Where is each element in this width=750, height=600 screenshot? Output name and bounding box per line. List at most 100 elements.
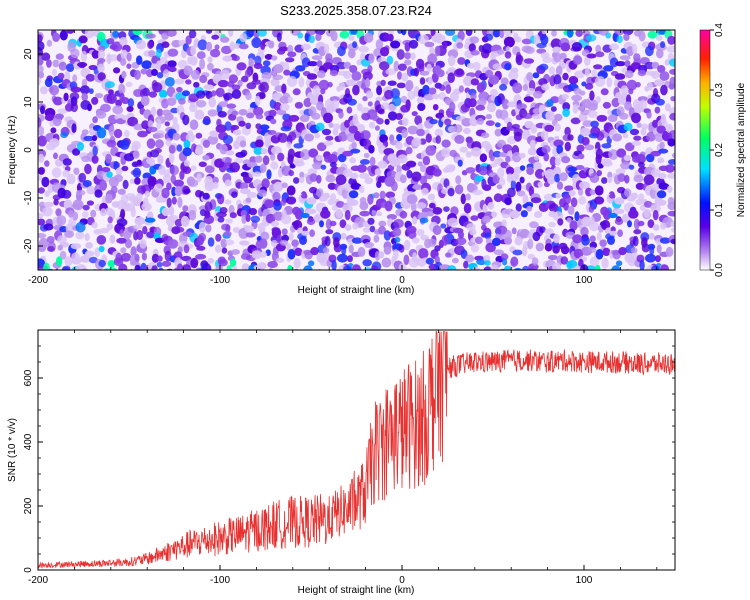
heatmap-cell <box>99 227 110 234</box>
heatmap-cell <box>499 109 509 121</box>
heatmap-cell <box>548 203 559 213</box>
heatmap-cell <box>606 77 613 88</box>
heatmap-cell <box>453 69 465 78</box>
heatmap-cell <box>435 135 441 144</box>
heatmap-cell <box>447 125 457 133</box>
heatmap-cell <box>647 82 653 91</box>
heatmap-cell <box>156 118 162 130</box>
heatmap-cell <box>84 233 90 242</box>
heatmap-y-tick-label: 20 <box>23 48 34 60</box>
heatmap-cell <box>137 130 148 138</box>
heatmap-cell <box>602 209 612 220</box>
heatmap-cell <box>470 78 480 86</box>
heatmap-cell <box>82 180 92 188</box>
heatmap-cell <box>505 155 511 163</box>
heatmap-cell <box>450 91 459 102</box>
heatmap-y-tick-label: 0 <box>23 147 34 153</box>
heatmap-cell <box>494 122 501 128</box>
heatmap-cell <box>38 64 44 74</box>
heatmap-cell <box>379 190 386 200</box>
heatmap-cell <box>251 79 262 85</box>
heatmap-cell <box>390 40 401 49</box>
heatmap-cell <box>595 96 601 103</box>
heatmap-cell <box>654 132 664 142</box>
heatmap-cell <box>264 139 272 148</box>
heatmap-cell <box>134 161 144 167</box>
heatmap-cell <box>50 127 57 134</box>
heatmap-cell <box>578 188 584 196</box>
heatmap-cell <box>628 88 634 95</box>
heatmap-cell <box>308 148 319 158</box>
heatmap-cell <box>631 112 641 124</box>
heatmap-y-ticks: -20 -10 0 10 20 <box>23 48 43 253</box>
heatmap-cell <box>596 131 605 141</box>
heatmap-cell <box>130 260 137 266</box>
heatmap-cell <box>538 63 549 71</box>
heatmap-cell <box>359 201 369 211</box>
heatmap-cell <box>579 90 586 96</box>
heatmap-cell <box>146 231 156 239</box>
heatmap-cell <box>542 56 553 64</box>
heatmap-cell <box>133 123 144 131</box>
heatmap-cell <box>645 45 654 57</box>
heatmap-cell <box>303 265 313 270</box>
heatmap-cell <box>342 168 353 178</box>
heatmap-cell <box>561 93 569 100</box>
heatmap-cell <box>159 89 168 99</box>
heatmap-cell <box>432 104 439 111</box>
heatmap-cell <box>491 237 501 247</box>
heatmap-cell <box>490 89 498 97</box>
heatmap-cell <box>445 84 452 94</box>
heatmap-cell <box>572 234 583 244</box>
heatmap-cell <box>107 267 118 270</box>
heatmap-cell <box>651 70 660 80</box>
heatmap-cell <box>577 105 585 111</box>
heatmap-cell <box>306 197 317 205</box>
heatmap-cell <box>652 119 659 128</box>
heatmap-cell <box>251 250 262 259</box>
heatmap-cell <box>46 39 53 47</box>
heatmap-cell <box>670 238 675 245</box>
heatmap-cell <box>441 235 449 246</box>
heatmap-cell <box>445 252 452 258</box>
heatmap-cell <box>207 62 214 71</box>
heatmap-cell <box>225 218 233 224</box>
heatmap-cell <box>307 260 315 267</box>
heatmap-cell <box>426 211 434 217</box>
heatmap-cell <box>293 177 300 184</box>
heatmap-cell <box>358 185 365 193</box>
heatmap-cell <box>86 200 94 206</box>
heatmap-cell <box>286 243 292 251</box>
heatmap-cell <box>363 33 374 43</box>
heatmap-cell <box>271 55 278 61</box>
heatmap-cell <box>207 237 215 247</box>
heatmap-cell <box>97 49 105 60</box>
heatmap-cell <box>378 251 385 259</box>
heatmap-cell <box>136 229 144 241</box>
heatmap-cell <box>257 30 267 37</box>
heatmap-cell <box>667 173 675 179</box>
heatmap-cell <box>190 257 199 269</box>
heatmap-cell <box>304 133 314 142</box>
heatmap-cell <box>307 168 318 175</box>
heatmap-cell <box>656 125 666 134</box>
heatmap-cell <box>279 96 290 104</box>
heatmap-cell <box>527 238 534 250</box>
heatmap-cell <box>218 101 229 108</box>
heatmap-cell <box>545 110 555 121</box>
heatmap-cell <box>349 65 358 73</box>
heatmap-cell <box>475 236 483 245</box>
heatmap-cell <box>455 237 467 246</box>
heatmap-cell <box>579 127 591 137</box>
heatmap-cell <box>329 96 340 102</box>
heatmap-cell <box>316 174 322 184</box>
heatmap-cell <box>333 243 342 253</box>
heatmap-cell <box>393 249 399 260</box>
heatmap-cell <box>596 170 602 177</box>
heatmap-cell <box>241 75 249 83</box>
heatmap-cell <box>406 194 418 205</box>
heatmap-cell <box>405 146 413 155</box>
heatmap-cell <box>260 148 268 155</box>
heatmap-cell <box>438 84 446 91</box>
heatmap-cell <box>659 71 670 81</box>
